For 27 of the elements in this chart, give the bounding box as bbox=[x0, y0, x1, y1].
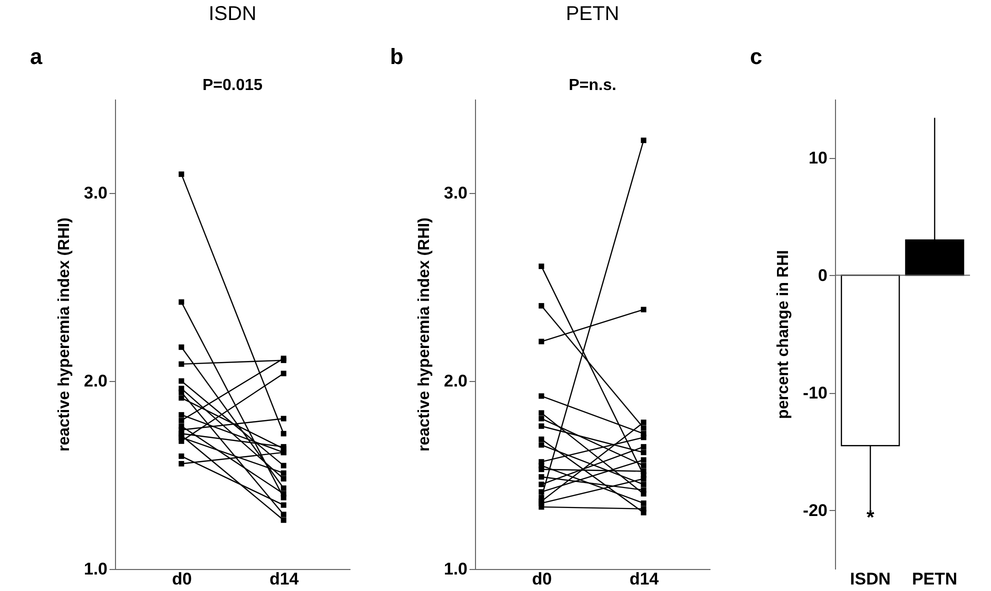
text: P=n.s. bbox=[568, 77, 616, 94]
y-tick-label: -10 bbox=[802, 383, 828, 402]
text: P=0.015 bbox=[202, 77, 263, 94]
y-tick-label: -20 bbox=[802, 500, 828, 520]
x-tick-label: PETN bbox=[912, 570, 958, 588]
chart-title: ISDN bbox=[208, 3, 256, 25]
y-tick-label: 1.0 bbox=[444, 560, 468, 578]
y-tick-label: 10 bbox=[808, 148, 828, 168]
text: b bbox=[390, 44, 404, 69]
x-tick-label: d0 bbox=[172, 570, 192, 588]
y-tick-label: 2.0 bbox=[84, 372, 108, 390]
x-tick-label: d0 bbox=[532, 570, 552, 588]
y-axis-title: reactive hyperemia index (RHI) bbox=[416, 218, 433, 452]
x-tick-label: d14 bbox=[269, 570, 300, 588]
annotation: * bbox=[866, 506, 874, 529]
text: c bbox=[750, 44, 762, 69]
x-tick-label: ISDN bbox=[850, 570, 891, 588]
y-tick-label: 1.0 bbox=[84, 560, 108, 578]
y-tick-label: 2.0 bbox=[444, 372, 468, 390]
chart-title: PETN bbox=[566, 3, 620, 25]
x-tick-label: d14 bbox=[629, 570, 660, 588]
y-axis-title: reactive hyperemia index (RHI) bbox=[56, 218, 73, 452]
text: a bbox=[30, 44, 43, 69]
y-tick-label: 3.0 bbox=[84, 184, 108, 202]
y-axis-title: percent change in RHI bbox=[774, 250, 792, 419]
y-tick-label: 0 bbox=[818, 266, 828, 285]
y-tick-label: 3.0 bbox=[444, 184, 468, 202]
